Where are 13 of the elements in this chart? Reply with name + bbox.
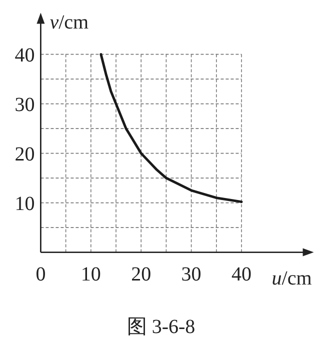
line-series — [100, 53, 243, 204]
x-tick-label: 20 — [131, 263, 152, 286]
y-tick-label: 30 — [14, 94, 35, 116]
y-tick-label: 40 — [14, 44, 35, 66]
caption: 图 3-6-8 — [126, 316, 196, 338]
y-tick-label: 20 — [14, 143, 35, 166]
x-tick-label: 40 — [232, 263, 252, 286]
x-axis-title: u/cm — [272, 267, 312, 290]
x-tick-label: 10 — [80, 263, 101, 286]
y-tick-label: 10 — [14, 192, 35, 215]
x-tick-label: 30 — [181, 263, 202, 286]
x-tick-label: 0 — [36, 263, 46, 286]
y-axis-title: v/cm — [50, 12, 90, 34]
